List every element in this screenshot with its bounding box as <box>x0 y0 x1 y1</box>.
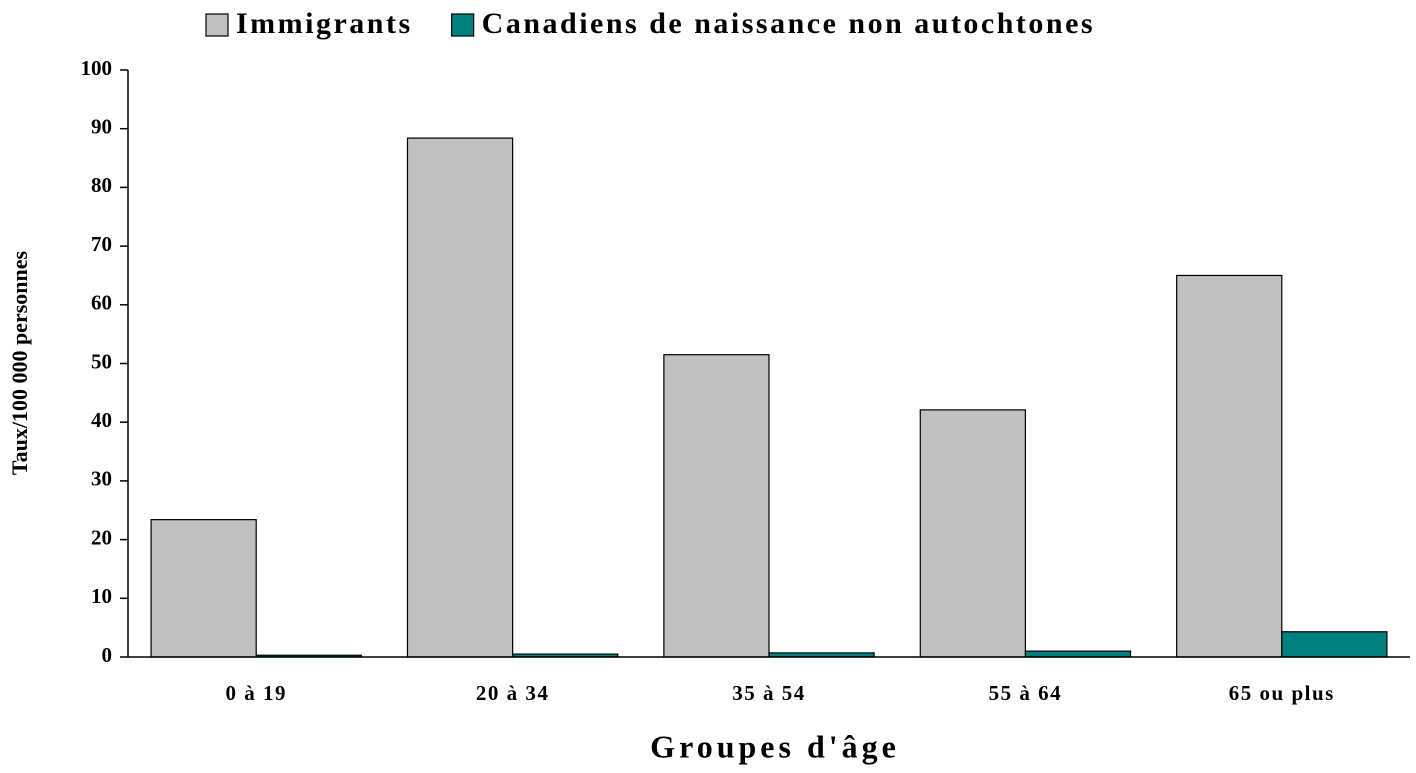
bar <box>406 137 514 658</box>
y-tick-label: 70 <box>91 232 112 256</box>
x-axis-label: Groupes d'âge <box>650 728 900 764</box>
x-tick-label: 65 ou plus <box>1229 681 1335 705</box>
y-tick-label: 40 <box>91 408 112 432</box>
x-tick-label: 55 à 64 <box>989 681 1063 705</box>
y-tick-label: 10 <box>91 584 112 608</box>
bar <box>1176 274 1283 658</box>
bar <box>1024 650 1132 658</box>
bar <box>150 519 257 658</box>
y-tick-label: 30 <box>91 467 112 491</box>
x-tick-label: 0 à 19 <box>225 681 287 705</box>
legend-swatch <box>451 13 475 37</box>
y-tick-label: 100 <box>81 56 113 80</box>
y-tick-label: 20 <box>91 525 112 549</box>
y-tick-label: 80 <box>91 173 112 197</box>
legend-label: Canadiens de naissance non autochtones <box>482 7 1095 40</box>
legend-label: Immigrants <box>236 7 413 40</box>
legend-swatch <box>205 13 229 37</box>
bar <box>1281 631 1388 658</box>
x-tick-label: 35 à 54 <box>732 681 806 705</box>
bar <box>663 354 770 658</box>
x-tick-label: 20 à 34 <box>476 681 550 705</box>
y-tick-label: 0 <box>102 643 113 667</box>
y-tick-label: 90 <box>91 115 112 139</box>
bar <box>919 409 1027 658</box>
y-tick-label: 60 <box>91 291 112 315</box>
y-tick-label: 50 <box>91 349 112 373</box>
y-axis-label: Taux/100 000 personnes <box>7 250 32 475</box>
